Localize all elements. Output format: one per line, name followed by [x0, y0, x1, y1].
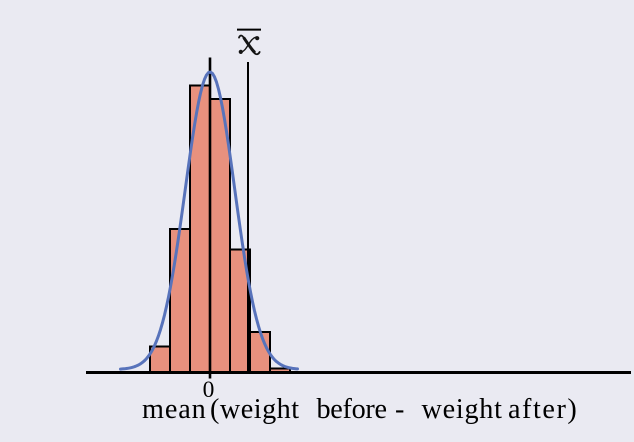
svg-text:after): after)	[508, 394, 578, 425]
svg-text:before: before	[317, 394, 387, 425]
svg-text:weight: weight	[422, 394, 503, 425]
svg-text:0: 0	[203, 377, 215, 403]
svg-text:mean: mean	[142, 394, 207, 425]
svg-text:-: -	[395, 394, 404, 425]
svg-text:(weight: (weight	[210, 394, 300, 425]
